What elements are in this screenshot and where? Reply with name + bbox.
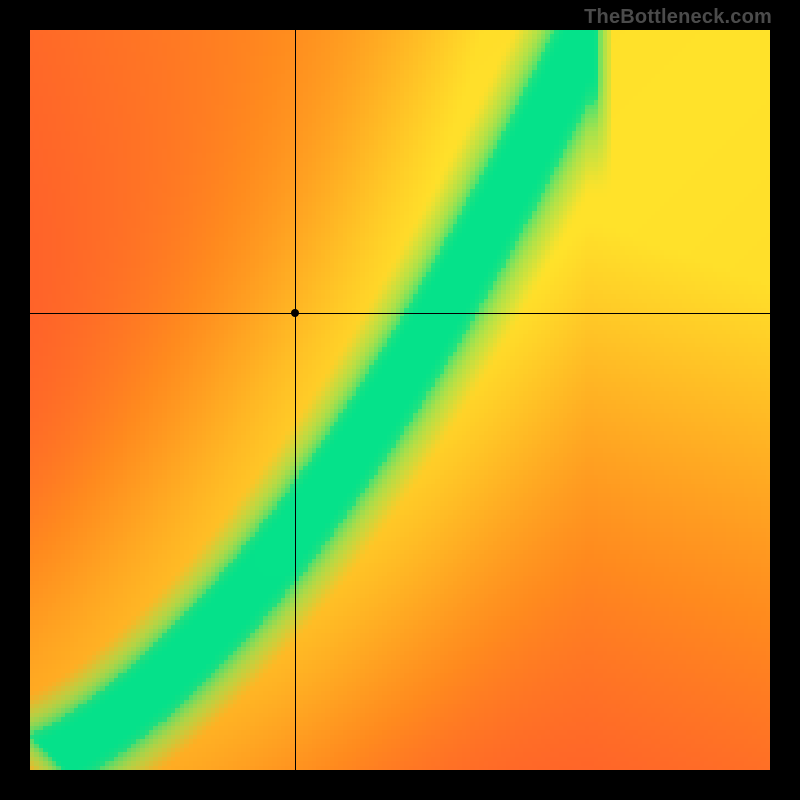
plot-area xyxy=(30,30,770,770)
watermark-text: TheBottleneck.com xyxy=(584,6,772,29)
chart-container: TheBottleneck.com xyxy=(0,0,800,800)
heatmap-canvas xyxy=(30,30,770,770)
crosshair-vertical xyxy=(295,30,296,770)
marker-dot xyxy=(291,309,299,317)
crosshair-horizontal xyxy=(30,313,770,314)
